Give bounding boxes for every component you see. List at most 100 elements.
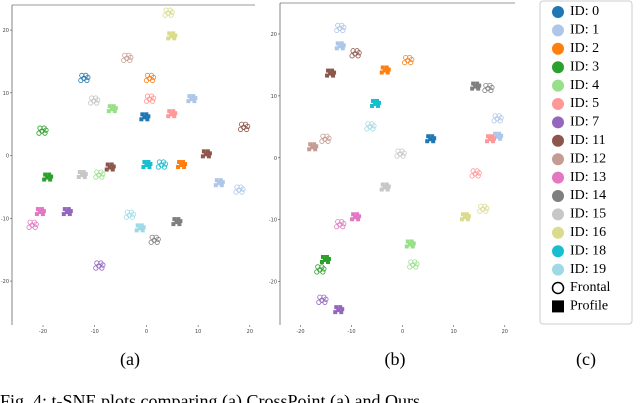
frontal-point xyxy=(409,56,415,63)
profile-point xyxy=(174,220,179,225)
profile-point xyxy=(411,241,416,246)
profile-point xyxy=(79,173,84,178)
frontal-point xyxy=(320,133,326,139)
profile-point xyxy=(425,139,430,144)
frontal-point xyxy=(84,77,90,84)
profile-point xyxy=(61,212,66,217)
legend-marker xyxy=(552,6,564,18)
profile-point xyxy=(322,257,327,262)
legend-marker xyxy=(552,116,564,129)
legend-label: ID: 1 xyxy=(570,23,599,38)
profile-point xyxy=(371,98,376,103)
profile-point xyxy=(169,112,174,117)
profile-point xyxy=(426,134,431,139)
x-tick-label: 20 xyxy=(247,329,253,335)
profile-point xyxy=(137,226,142,231)
legend-label: ID: 13 xyxy=(570,170,606,185)
y-tick-label: 0 xyxy=(274,156,277,162)
profile-point xyxy=(48,177,53,182)
profile-point xyxy=(68,209,73,214)
legend-label: ID: 5 xyxy=(570,96,599,111)
frontal-point xyxy=(314,269,320,275)
frontal-point xyxy=(100,171,106,177)
profile-point xyxy=(172,217,177,222)
frontal-point xyxy=(240,186,246,192)
y-tick-label: 10 xyxy=(271,94,277,100)
frontal-point xyxy=(162,161,169,167)
profile-point xyxy=(379,187,384,192)
legend-marker xyxy=(552,153,564,166)
legend-label: ID: 19 xyxy=(570,262,606,277)
profile-point xyxy=(357,214,362,219)
frontal-point xyxy=(94,100,100,106)
frontal-point xyxy=(475,173,481,179)
frontal-point xyxy=(321,266,327,272)
legend-marker xyxy=(552,24,564,37)
profile-point xyxy=(201,149,206,154)
profile-point xyxy=(183,162,188,166)
profile-point xyxy=(186,99,191,104)
y-tick-label: -20 xyxy=(269,280,277,286)
frontal-point xyxy=(364,126,370,132)
frontal-point xyxy=(27,219,33,225)
frontal-point xyxy=(100,262,106,268)
profile-point xyxy=(410,244,415,249)
frontal-point xyxy=(334,224,340,230)
profile-point xyxy=(182,165,187,169)
frontal-point xyxy=(483,82,489,89)
legend-marker xyxy=(552,190,564,202)
frontal-point xyxy=(476,170,482,176)
frontal-point xyxy=(244,126,250,132)
frontal-point xyxy=(395,148,401,154)
frontal-point xyxy=(491,118,497,124)
profile-point xyxy=(34,212,39,217)
frontal-point xyxy=(144,72,151,79)
x-tick-label: -20 xyxy=(296,329,304,335)
profile-point xyxy=(49,174,54,179)
profile-point xyxy=(319,259,324,264)
x-tick-label: -20 xyxy=(39,329,47,335)
frontal-point xyxy=(402,59,408,66)
frontal-point xyxy=(149,77,156,84)
frontal-point xyxy=(169,9,175,15)
profile-point xyxy=(142,160,147,164)
profile-point xyxy=(407,242,412,247)
profile-point xyxy=(142,115,147,120)
y-tick-label: -10 xyxy=(1,216,9,222)
profile-point xyxy=(465,217,470,222)
frontal-point xyxy=(469,173,475,179)
profile-point xyxy=(380,65,385,70)
frontal-point xyxy=(89,95,95,101)
profile-point xyxy=(431,139,436,144)
frontal-point xyxy=(401,150,407,156)
frontal-point xyxy=(478,203,484,209)
frontal-point xyxy=(400,153,406,159)
profile-point xyxy=(105,162,110,167)
profile-point xyxy=(328,71,333,76)
frontal-point xyxy=(43,127,49,133)
frontal-point xyxy=(128,54,134,60)
profile-point xyxy=(206,154,211,159)
profile-point xyxy=(106,109,111,114)
profile-point xyxy=(189,97,194,102)
profile-point xyxy=(473,84,478,89)
profile-point xyxy=(172,114,177,119)
legend-marker xyxy=(552,79,564,92)
frontal-point xyxy=(335,22,341,28)
profile-point xyxy=(428,137,433,142)
frontal-point xyxy=(150,74,157,81)
profile-point xyxy=(104,167,109,172)
legend-label: ID: 0 xyxy=(570,4,599,19)
profile-point xyxy=(476,86,481,91)
profile-point xyxy=(377,100,382,105)
profile-point xyxy=(193,96,198,101)
frontal-point xyxy=(497,118,503,124)
frontal-point xyxy=(143,98,150,104)
profile-point xyxy=(490,139,495,144)
profile-point xyxy=(139,117,144,122)
profile-point xyxy=(493,131,498,136)
profile-point xyxy=(373,101,378,106)
profile-point xyxy=(382,185,387,190)
profile-point xyxy=(76,175,81,180)
